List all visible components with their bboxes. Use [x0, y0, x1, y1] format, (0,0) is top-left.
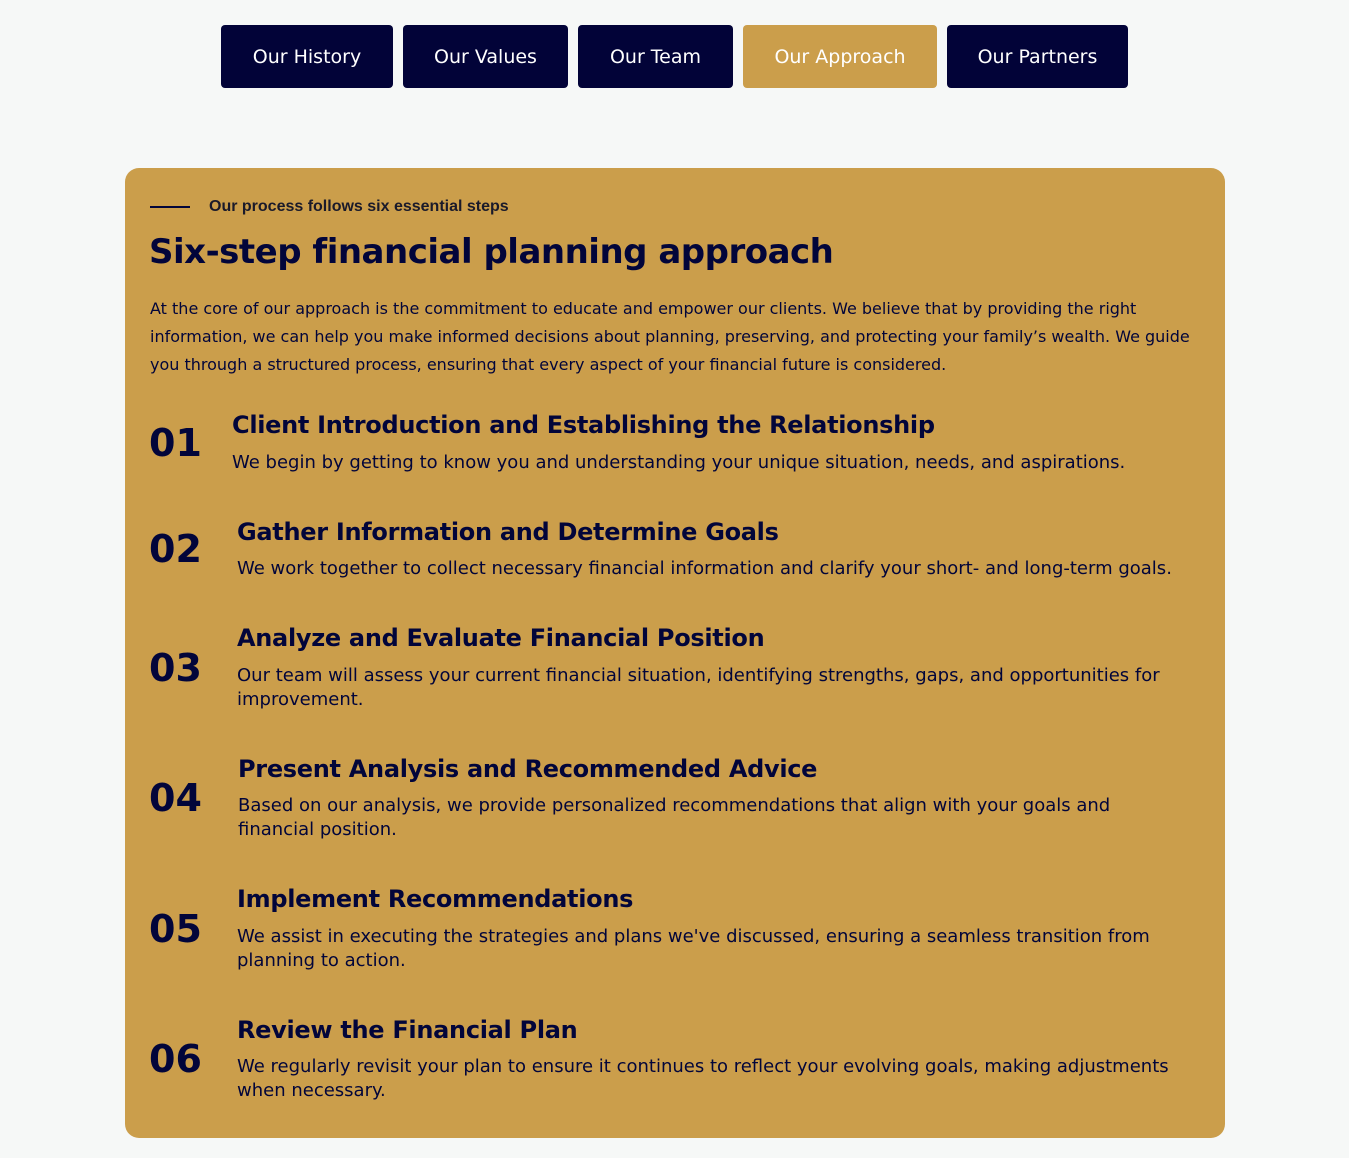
approach-panel: Our process follows six essential steps …: [125, 168, 1225, 1138]
step-number: 06: [149, 1037, 202, 1081]
step-number: 04: [149, 776, 202, 820]
step-number: 02: [149, 527, 202, 571]
step-description: We assist in executing the strategies an…: [237, 926, 1150, 971]
step-title: Implement Recommendations: [237, 885, 634, 913]
step-description: We regularly revisit your plan to ensure…: [237, 1056, 1169, 1101]
step-number: 05: [149, 907, 202, 951]
panel-heading: Six-step financial planning approach: [149, 232, 834, 272]
tab-our-approach[interactable]: Our Approach: [743, 25, 937, 88]
tab-our-history[interactable]: Our History: [221, 25, 393, 88]
step-title: Analyze and Evaluate Financial Position: [237, 624, 765, 652]
step-description: We begin by getting to know you and unde…: [232, 452, 1126, 473]
eyebrow-divider: [150, 206, 190, 208]
eyebrow: Our process follows six essential steps: [150, 198, 509, 216]
step-number: 03: [149, 646, 202, 690]
tab-our-partners[interactable]: Our Partners: [947, 25, 1128, 88]
tab-our-values[interactable]: Our Values: [403, 25, 568, 88]
tab-our-team[interactable]: Our Team: [578, 25, 733, 88]
section-tabs: Our History Our Values Our Team Our Appr…: [0, 25, 1349, 88]
step-title: Present Analysis and Recommended Advice: [238, 755, 818, 783]
step-title: Review the Financial Plan: [237, 1016, 578, 1044]
step-description: Based on our analysis, we provide person…: [238, 795, 1111, 840]
step-description: We work together to collect necessary fi…: [237, 558, 1172, 579]
step-title: Gather Information and Determine Goals: [237, 518, 779, 546]
eyebrow-text: Our process follows six essential steps: [209, 198, 509, 215]
step-number: 01: [149, 421, 202, 465]
step-title: Client Introduction and Establishing the…: [232, 411, 935, 439]
step-description: Our team will assess your current financ…: [237, 665, 1160, 710]
intro-paragraph: At the core of our approach is the commi…: [150, 299, 1190, 374]
